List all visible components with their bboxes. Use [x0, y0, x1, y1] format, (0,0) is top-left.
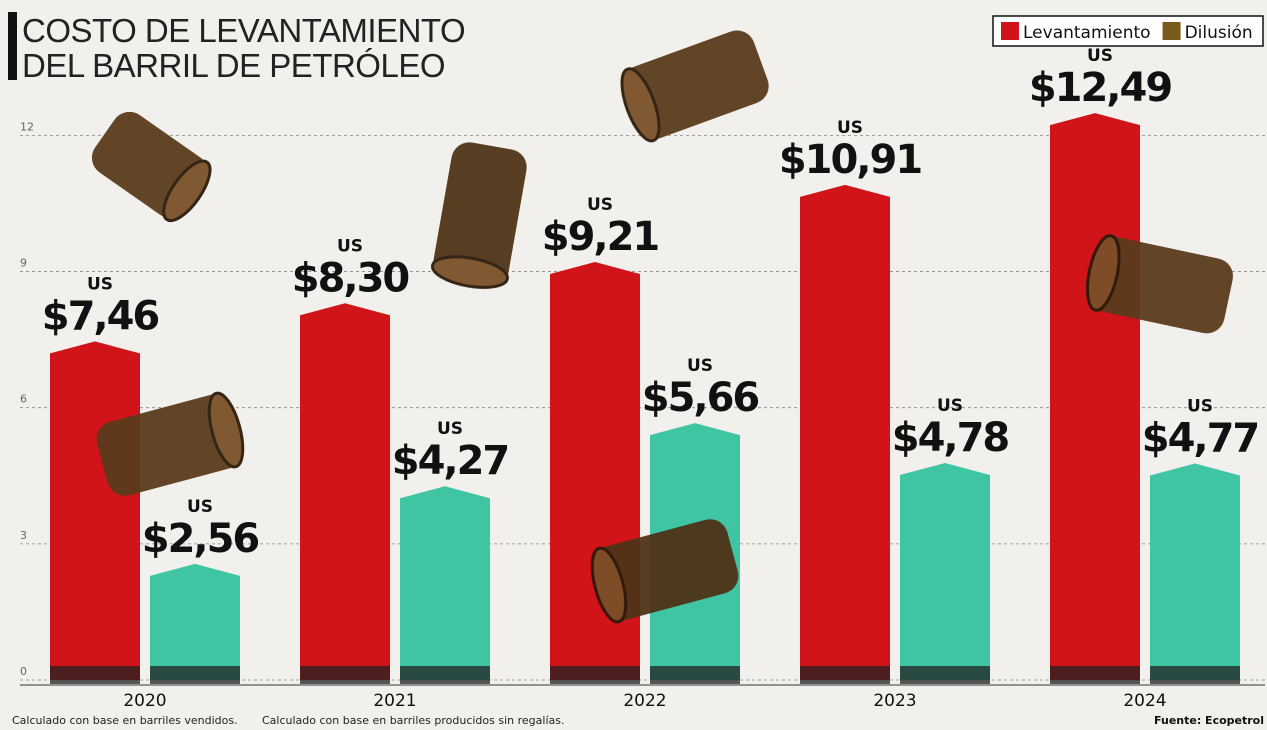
- value-label: $9,21: [542, 214, 659, 260]
- chart-title: COSTO DE LEVANTAMIENTO: [22, 12, 465, 49]
- bar-base: [650, 666, 740, 684]
- x-tick-label: 2022: [623, 691, 666, 711]
- y-tick-label: 0: [20, 665, 27, 678]
- bar-base: [400, 666, 490, 684]
- x-tick-label: 2021: [373, 691, 416, 711]
- currency-label: US: [187, 497, 213, 517]
- currency-label: US: [1087, 46, 1113, 66]
- value-label: $8,30: [292, 255, 409, 301]
- note: Calculado con base en barriles vendidos.: [12, 714, 238, 727]
- legend-swatch: [1001, 22, 1019, 40]
- chart: COSTO DE LEVANTAMIENTO DEL BARRIL DE PET…: [0, 0, 1267, 730]
- bar: [400, 486, 490, 680]
- chart-subtitle: DEL BARRIL DE PETRÓLEO: [22, 47, 445, 84]
- currency-label: US: [337, 236, 363, 256]
- legend-swatch: [1163, 22, 1181, 40]
- bar: [1050, 113, 1140, 680]
- y-tick-label: 6: [20, 393, 27, 406]
- currency-label: US: [687, 356, 713, 376]
- x-tick-label: 2023: [873, 691, 916, 711]
- bar: [800, 185, 890, 680]
- currency-label: US: [937, 396, 963, 416]
- title-bar: [8, 12, 17, 80]
- bar: [900, 463, 990, 680]
- value-label: $5,66: [642, 375, 759, 421]
- currency-label: US: [837, 118, 863, 138]
- value-label: $10,91: [779, 137, 922, 183]
- note: Calculado con base en barriles producido…: [262, 714, 564, 727]
- bar-base: [550, 666, 640, 684]
- bar: [1150, 464, 1240, 680]
- legend-label: Levantamiento: [1023, 23, 1151, 43]
- bar-base: [1150, 666, 1240, 684]
- y-tick-label: 9: [20, 257, 27, 270]
- x-tick-label: 2024: [1123, 691, 1166, 711]
- x-tick-label: 2020: [123, 691, 166, 711]
- currency-label: US: [587, 195, 613, 215]
- bar: [150, 564, 240, 680]
- value-label: $12,49: [1029, 65, 1172, 111]
- bar: [300, 303, 390, 680]
- bar-base: [50, 666, 140, 684]
- y-tick-label: 3: [20, 529, 27, 542]
- bar-base: [150, 666, 240, 684]
- currency-label: US: [1187, 397, 1213, 417]
- bar-base: [900, 666, 990, 684]
- value-label: $4,78: [892, 415, 1009, 461]
- legend-label: Dilusión: [1185, 23, 1253, 43]
- value-label: $4,27: [392, 438, 509, 484]
- bar-base: [1050, 666, 1140, 684]
- bar: [50, 341, 140, 680]
- value-label: $7,46: [42, 293, 159, 339]
- bar-base: [300, 666, 390, 684]
- currency-label: US: [437, 419, 463, 439]
- value-label: $2,56: [142, 516, 259, 562]
- currency-label: US: [87, 274, 113, 294]
- bar-base: [800, 666, 890, 684]
- value-label: $4,77: [1142, 416, 1259, 462]
- y-tick-label: 12: [20, 120, 34, 133]
- source: Fuente: Ecopetrol: [1154, 714, 1264, 727]
